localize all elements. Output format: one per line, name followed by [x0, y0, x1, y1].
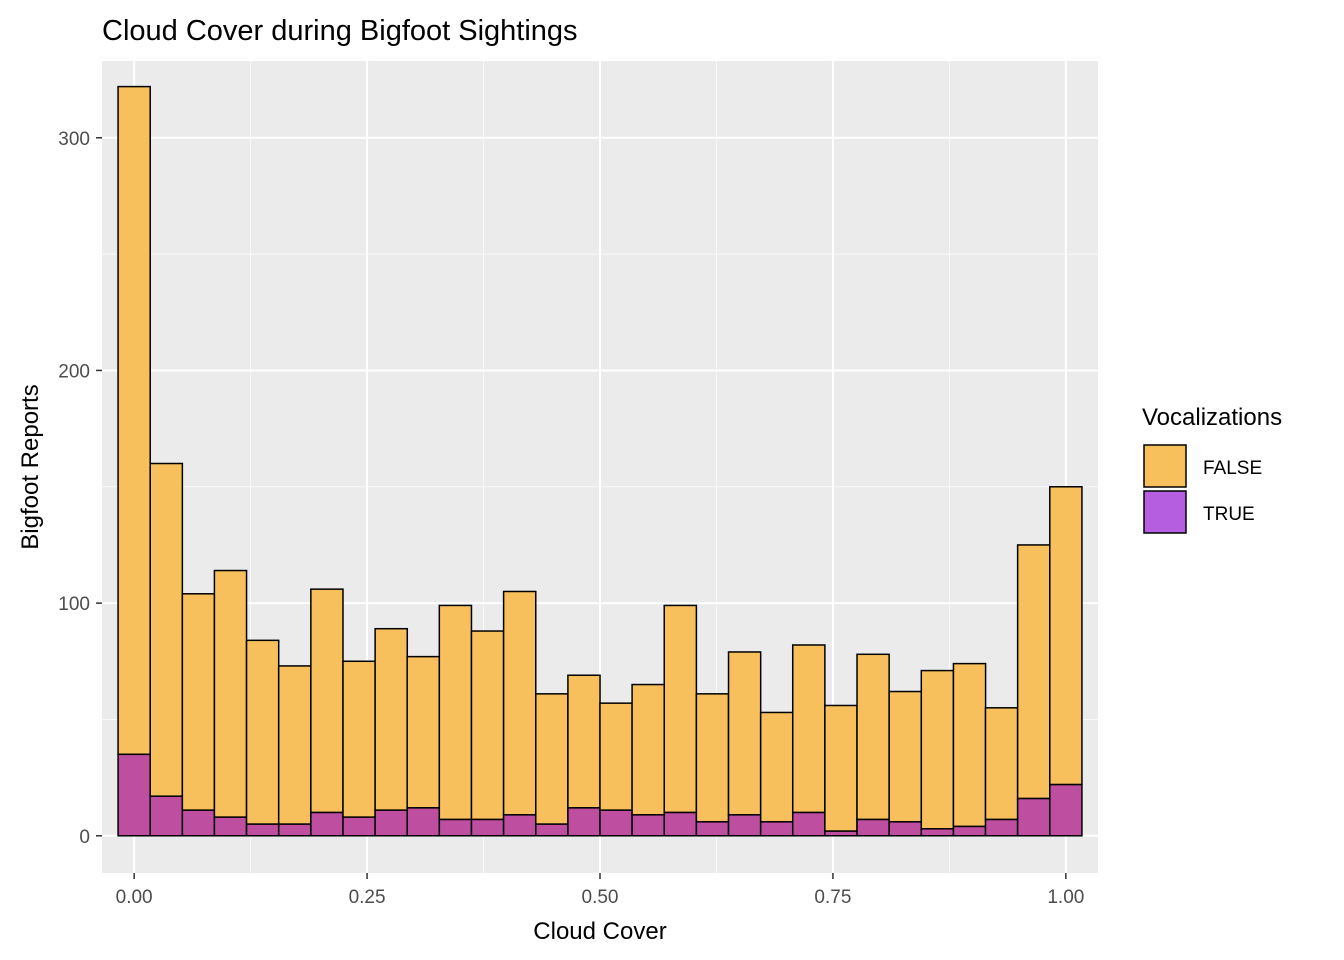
y-tick-label: 300 — [58, 129, 90, 150]
bar-true — [310, 811, 344, 837]
x-axis-title: Cloud Cover — [533, 918, 666, 945]
bar-true — [920, 828, 955, 837]
bar-false — [406, 655, 441, 809]
y-tick-label: 100 — [58, 594, 90, 615]
legend-title: Vocalizations — [1142, 404, 1282, 431]
bar-true — [277, 823, 312, 837]
bar-false — [920, 669, 955, 830]
bar-true — [406, 807, 441, 837]
bar-true — [888, 821, 923, 837]
bar-false — [1016, 544, 1051, 800]
bar-false — [1049, 486, 1083, 786]
legend-label-false: FALSE — [1203, 458, 1262, 479]
bar-false — [984, 707, 1019, 821]
y-axis-title: Bigfoot Reports — [17, 384, 44, 549]
legend: Vocalizations FALSE TRUE — [1142, 404, 1282, 534]
legend-label-true: TRUE — [1203, 504, 1255, 525]
bar-true — [631, 814, 665, 837]
y-tick-label: 0 — [79, 827, 90, 848]
bar-true — [117, 753, 151, 837]
bar-true — [502, 814, 537, 837]
bar-false — [149, 462, 184, 797]
bar-false — [567, 674, 601, 809]
bar-true — [567, 807, 601, 837]
bar-false — [759, 711, 794, 823]
bar-true — [438, 818, 473, 837]
bar-false — [438, 604, 473, 821]
bar-false — [599, 702, 633, 811]
bar-true — [1049, 783, 1083, 837]
bar-false — [117, 85, 151, 756]
bar-false — [181, 593, 216, 811]
bar-true — [1016, 797, 1051, 837]
bar-true — [856, 818, 890, 837]
bar-false — [824, 704, 858, 832]
bar-true — [695, 821, 730, 837]
bar-true — [791, 811, 826, 837]
bar-true — [759, 821, 794, 837]
bar-true — [342, 816, 376, 837]
bar-true — [245, 823, 280, 837]
bar-false — [663, 604, 698, 814]
y-tick-label: 200 — [58, 361, 90, 382]
bar-false — [535, 693, 569, 825]
legend-key-false — [1143, 444, 1187, 488]
bar-true — [470, 818, 505, 837]
bar-false — [342, 660, 376, 818]
x-axis: 0.00 0.25 0.50 0.75 1.00 — [116, 873, 1084, 908]
x-tick-label: 1.00 — [1047, 887, 1084, 908]
bar-false — [310, 588, 344, 814]
bar-true — [374, 809, 409, 837]
bar-false — [470, 630, 505, 821]
bar-false — [213, 569, 248, 818]
bar-false — [791, 644, 826, 814]
bar-true — [727, 814, 762, 837]
histogram-bars — [117, 85, 1083, 837]
bar-false — [727, 651, 762, 816]
bar-true — [181, 809, 216, 837]
x-tick-label: 0.25 — [349, 887, 386, 908]
bar-false — [888, 690, 923, 823]
bar-true — [213, 816, 248, 837]
bar-true — [824, 830, 858, 837]
bar-false — [277, 665, 312, 825]
bar-false — [245, 639, 280, 825]
bar-false — [856, 653, 890, 821]
bar-false — [502, 590, 537, 816]
x-tick-label: 0.00 — [116, 887, 153, 908]
bar-false — [631, 683, 665, 816]
x-tick-label: 0.75 — [814, 887, 851, 908]
y-axis: 0 100 200 300 — [58, 129, 102, 848]
bar-true — [984, 818, 1019, 837]
bar-true — [149, 795, 184, 837]
x-tick-label: 0.50 — [582, 887, 619, 908]
bar-true — [952, 825, 987, 837]
bar-false — [374, 627, 409, 811]
bar-true — [535, 823, 569, 837]
bar-true — [599, 809, 633, 837]
bar-true — [663, 811, 698, 837]
legend-key-true — [1143, 490, 1187, 534]
bar-false — [695, 693, 730, 823]
chart-title: Cloud Cover during Bigfoot Sightings — [102, 15, 578, 47]
bar-false — [952, 662, 987, 828]
